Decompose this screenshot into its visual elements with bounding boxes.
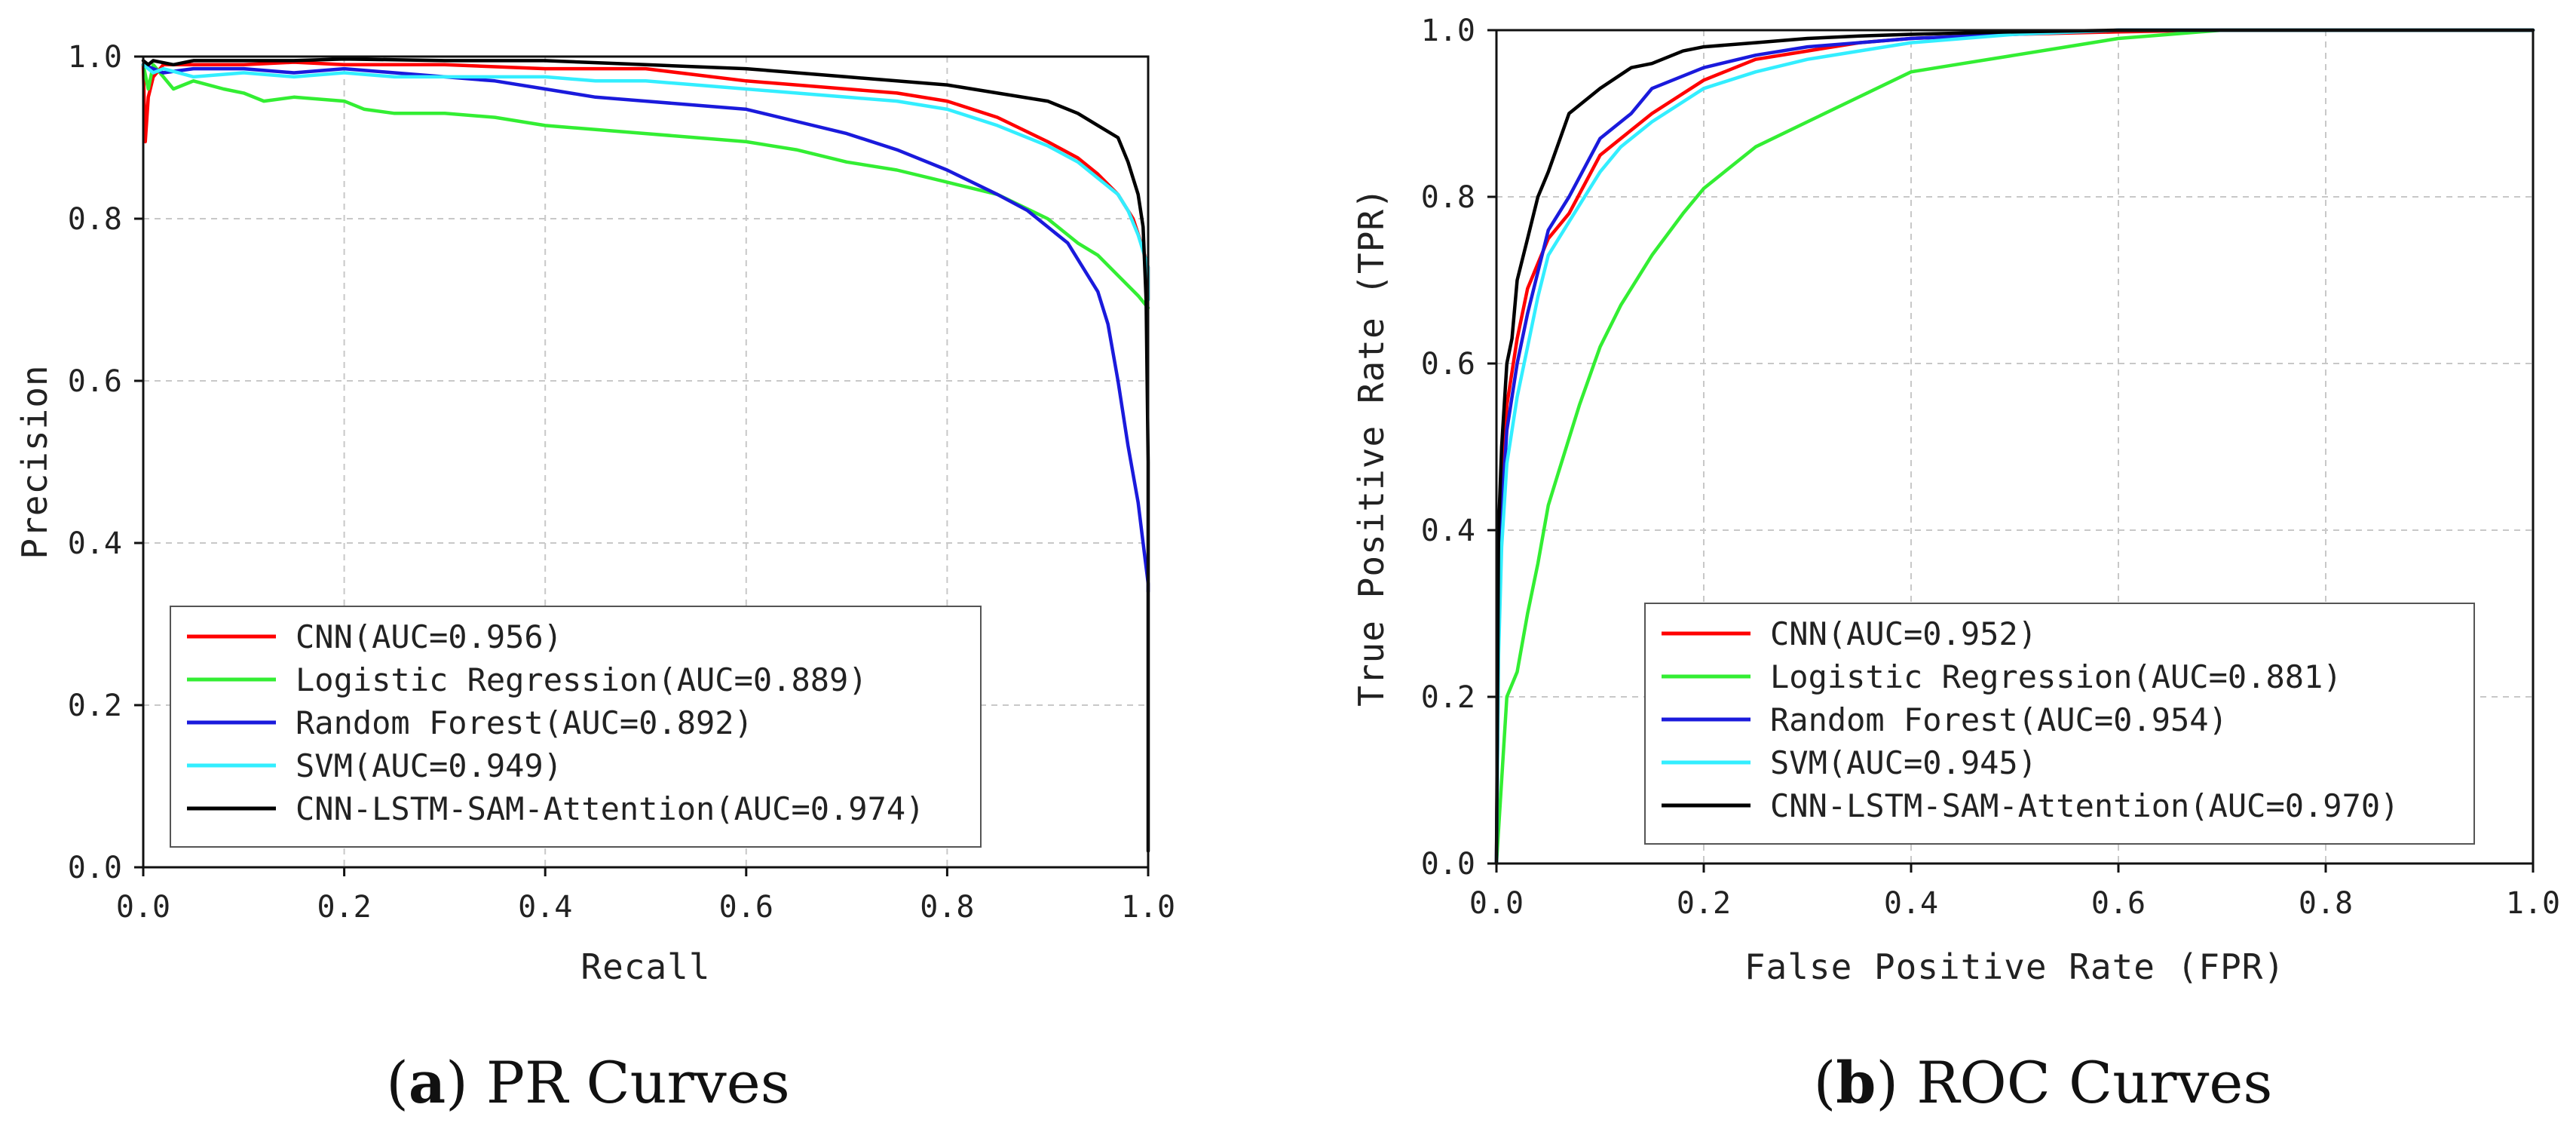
roc-x-tick-label: 0.4	[1884, 886, 1938, 921]
roc-y-tick-label: 0.4	[1421, 514, 1475, 548]
pr-x-tick-label: 0.0	[116, 890, 170, 925]
roc-x-tick-label: 0.2	[1677, 886, 1731, 921]
pr-series-line-4	[141, 63, 1150, 302]
roc-y-tick-label: 1.0	[1421, 14, 1475, 48]
roc-x-tick-label: 0.8	[2299, 886, 2353, 921]
pr-chart-panel: 0.0 0.2 0.4 0.6 0.8 1.0 0.0 0.2 0.4 0.6 0.8 1.0 Rec…	[14, 40, 1175, 1116]
pr-legend-label: CNN-LSTM-SAM-Attention(AUC=0.974)	[296, 790, 924, 827]
roc-x-axis-label: False Positive Rate (FPR)	[1744, 946, 2285, 987]
roc-y-tick-label: 0.8	[1421, 180, 1475, 215]
roc-series-line-4	[1494, 28, 2535, 866]
pr-x-tick-label: 0.2	[317, 890, 371, 925]
roc-plot-frame	[1495, 29, 2535, 865]
roc-x-tick-label: 1.0	[2506, 886, 2560, 921]
roc-caption-text: ROC Curves	[1916, 1049, 2272, 1116]
roc-x-tick-label: 0.6	[2091, 886, 2146, 921]
pr-series-line-5	[141, 57, 1150, 853]
roc-legend: CNN(AUC=0.952) Logistic Regression(AUC=0.…	[1644, 603, 2475, 845]
pr-y-axis-label: Precision	[14, 364, 55, 559]
pr-x-tick-label: 1.0	[1121, 890, 1175, 925]
pr-x-tick-label: 0.8	[920, 890, 974, 925]
pr-caption-text: PR Curves	[486, 1049, 790, 1116]
roc-legend-label: Random Forest(AUC=0.954)	[1770, 701, 2228, 738]
roc-legend-label: Logistic Regression(AUC=0.881)	[1770, 658, 2342, 695]
roc-series-line-5	[1494, 28, 2535, 866]
pr-caption: (a) PR Curves	[386, 1049, 790, 1116]
pr-caption-letter: a	[409, 1049, 446, 1116]
roc-y-tick-label: 0.6	[1421, 347, 1475, 382]
pr-y-tick-label: 0.2	[68, 689, 122, 723]
roc-legend-label: CNN(AUC=0.952)	[1770, 615, 2037, 652]
pr-y-tick-label: 1.0	[68, 40, 122, 75]
pr-y-tick-label: 0.6	[68, 364, 122, 399]
pr-series-line-3	[141, 63, 1150, 594]
pr-legend-box	[170, 606, 982, 848]
roc-y-tick-label: 0.2	[1421, 680, 1475, 715]
pr-y-tick-label: 0.8	[68, 202, 122, 237]
roc-caption: (b) ROC Curves	[1814, 1049, 2273, 1116]
pr-x-axis-label: Recall	[580, 946, 710, 987]
roc-y-axis-label: True Positive Rate (TPR)	[1351, 187, 1392, 707]
pr-plot-frame	[142, 55, 1150, 869]
roc-series-line-2	[1494, 28, 2535, 866]
pr-y-tick-label: 0.0	[68, 851, 122, 885]
roc-legend-label: CNN-LSTM-SAM-Attention(AUC=0.970)	[1770, 787, 2399, 824]
pr-curves	[141, 57, 1150, 853]
roc-legend-label: SVM(AUC=0.945)	[1770, 744, 2037, 781]
pr-x-tick-label: 0.4	[518, 890, 572, 925]
pr-x-tick-label: 0.6	[719, 890, 773, 925]
pr-legend-label: Logistic Regression(AUC=0.889)	[296, 661, 868, 698]
pr-axis-ticks: 0.0 0.2 0.4 0.6 0.8 1.0 0.0 0.2 0.4 0.6 0.8 1.0	[68, 40, 1175, 925]
roc-x-tick-label: 0.0	[1469, 886, 1524, 921]
roc-y-tick-label: 0.0	[1421, 847, 1475, 882]
roc-chart-panel: 0.0 0.2 0.4 0.6 0.8 1.0 0.0 0.2 0.4 0.6 0.8 1.0 Fal…	[1351, 14, 2560, 1116]
pr-legend-label: SVM(AUC=0.949)	[296, 747, 562, 784]
pr-legend: CNN(AUC=0.956) Logistic Regression(AUC=0.…	[170, 606, 982, 848]
pr-series-line-2	[141, 63, 1150, 310]
roc-caption-letter: b	[1836, 1049, 1876, 1116]
pr-y-tick-label: 0.4	[68, 526, 122, 561]
roc-legend-box	[1644, 603, 2475, 845]
pr-legend-label: CNN(AUC=0.956)	[296, 618, 562, 655]
roc-axis-ticks: 0.0 0.2 0.4 0.6 0.8 1.0 0.0 0.2 0.4 0.6 0.8 1.0	[1421, 14, 2560, 921]
pr-legend-label: Random Forest(AUC=0.892)	[296, 704, 753, 741]
